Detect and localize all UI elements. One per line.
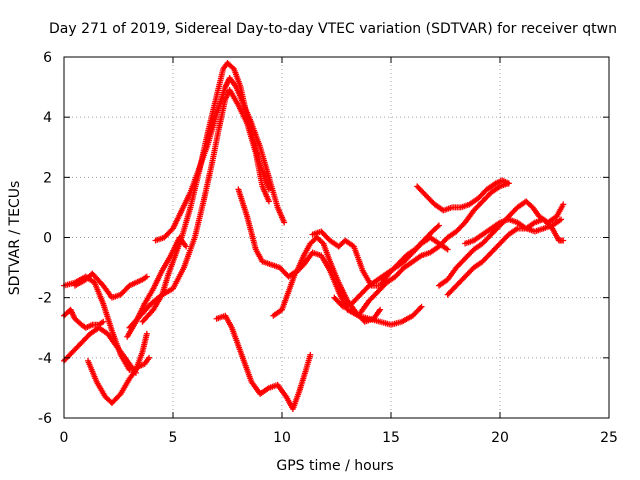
y-tick-label: -4: [38, 351, 52, 367]
data-point-markers: [84, 354, 153, 406]
y-tick-label: 4: [43, 110, 52, 126]
series-arc-9: [139, 60, 272, 325]
x-tick-label: 0: [60, 430, 69, 446]
series-arc-18: [444, 216, 565, 298]
y-tick-label: -6: [38, 411, 52, 427]
x-tick-label: 20: [491, 430, 509, 446]
data-point-markers: [152, 75, 288, 244]
data-point-markers: [71, 270, 150, 301]
data-point-markers: [435, 198, 567, 289]
series-arc-10: [213, 312, 314, 412]
data-point-markers: [444, 216, 565, 298]
data-point-markers: [462, 216, 567, 247]
data-point-markers: [139, 60, 272, 325]
chart-title: Day 271 of 2019, Sidereal Day-to-day VTE…: [49, 21, 617, 37]
data-point-markers: [414, 177, 512, 214]
axis-ticks: 0 5 10 15 20 25 -6 -4 -2 0 2 4 6: [38, 50, 618, 446]
x-tick-label: 10: [273, 430, 291, 446]
y-tick-label: 6: [43, 50, 52, 66]
y-tick-label: 2: [43, 170, 52, 186]
data-points: [61, 60, 567, 412]
series-arc-17: [435, 198, 567, 289]
x-tick-label: 5: [169, 430, 178, 446]
series-arc-4: [84, 354, 153, 406]
series-arc-16: [414, 177, 512, 214]
data-point-markers: [213, 312, 314, 412]
x-tick-label: 25: [600, 430, 618, 446]
x-axis-label: GPS time / hours: [276, 458, 393, 474]
y-tick-label: 0: [43, 231, 52, 247]
series-arc-14: [331, 234, 451, 310]
x-tick-label: 15: [382, 430, 400, 446]
series-arc-5: [71, 270, 150, 301]
y-tick-label: -2: [38, 291, 52, 307]
data-point-markers: [331, 234, 451, 310]
data-point-markers: [270, 249, 425, 328]
series-arc-19: [462, 216, 567, 247]
y-axis-label: SDTVAR / TECUs: [7, 181, 23, 296]
data-point-markers: [357, 180, 512, 316]
series-arc-15: [357, 180, 512, 316]
series-arc-7: [152, 75, 288, 244]
series-arc-12: [270, 249, 425, 328]
